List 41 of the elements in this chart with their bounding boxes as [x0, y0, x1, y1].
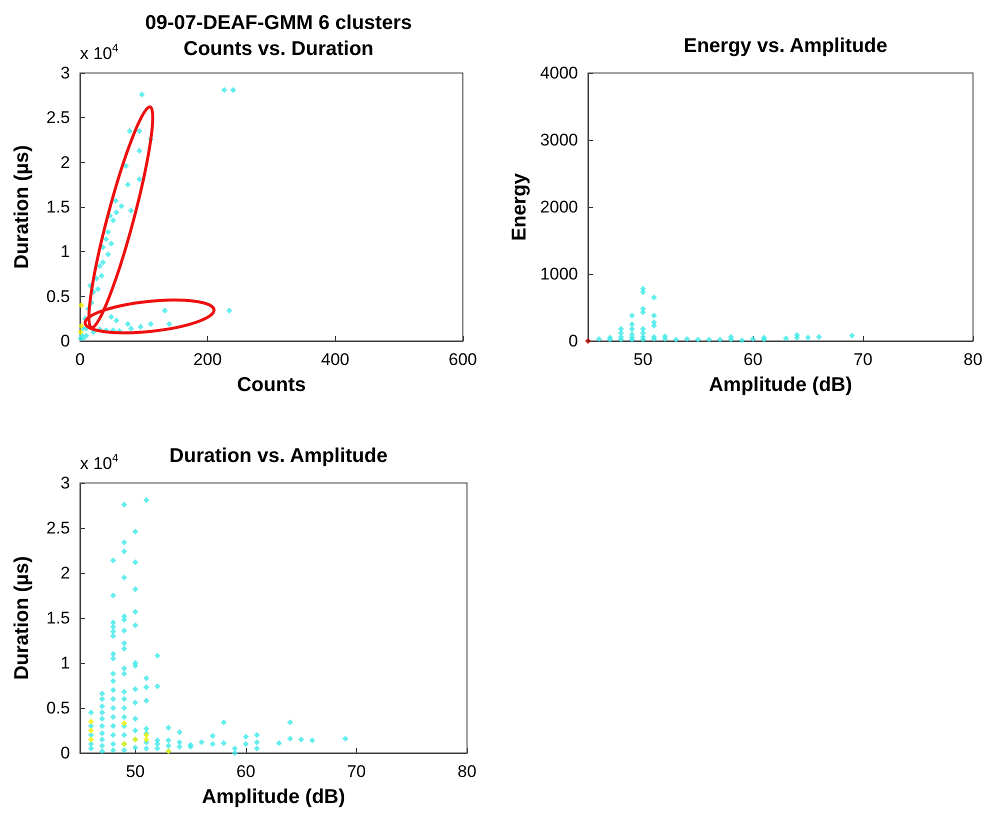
x-tick-label: 0 [75, 350, 85, 369]
y-axis-title: Energy [508, 172, 530, 241]
y-tick-label: 2 [60, 564, 70, 582]
x-axis-title: Counts [236, 374, 306, 396]
y-tick-label: 3 [60, 474, 70, 492]
y-axis-title: Duration (µs) [11, 145, 33, 269]
chart-subtitle: Counts vs. Duration [183, 38, 374, 60]
x-axis-title: Amplitude (dB) [202, 786, 346, 808]
y-tick-label: 0 [60, 332, 70, 350]
y-tick-label: 3 [60, 64, 70, 82]
x-tick-label: 400 [321, 350, 350, 369]
y-tick-label: 0.5 [46, 286, 70, 306]
chart-title: Energy vs. Amplitude [684, 35, 888, 57]
y-tick-label: 1 [60, 242, 70, 262]
x-tick-label: 600 [448, 350, 478, 369]
chart-title: Duration vs. Amplitude [169, 445, 388, 467]
x-tick-label: 60 [744, 350, 762, 369]
y-axis-title: Duration (µs) [11, 556, 33, 680]
y-tick-label: 1000 [540, 264, 578, 284]
y-tick-label: 4000 [540, 64, 578, 82]
x-tick-label: 80 [964, 350, 982, 369]
y-tick-label: 0 [60, 744, 70, 762]
y-tick-label: 1 [60, 654, 70, 672]
x-axis-title: Amplitude (dB) [708, 374, 852, 396]
y-tick-label: 1.5 [46, 608, 70, 628]
y-tick-label: 2.5 [46, 518, 70, 538]
chart-title: 09-07-DEAF-GMM 6 clusters [145, 12, 412, 34]
y-tick-label: 2000 [540, 198, 578, 216]
x-tick-label: 60 [236, 762, 256, 781]
x-tick-label: 70 [346, 762, 366, 781]
x-tick-label: 70 [854, 350, 872, 369]
y-tick-label: 2.5 [46, 108, 70, 128]
y-tick-label: 0.5 [46, 698, 70, 718]
x-tick-label: 50 [634, 350, 652, 369]
y-tick-label: 1.5 [46, 198, 70, 216]
y-tick-label: 2 [60, 152, 70, 172]
x-tick-label: 80 [458, 762, 476, 781]
y-tick-label: 3000 [540, 130, 578, 150]
y-tick-label: 0 [568, 332, 578, 350]
x-tick-label: 200 [193, 350, 222, 369]
x-tick-label: 50 [126, 762, 145, 781]
